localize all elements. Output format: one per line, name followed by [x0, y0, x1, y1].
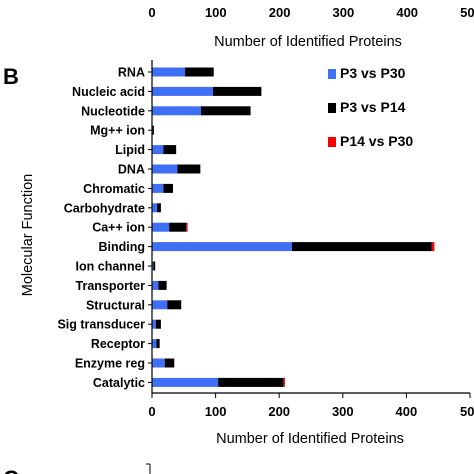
category-label: DNA [118, 163, 145, 177]
legend: P3 vs P30 P3 vs P14 P14 vs P30 [328, 65, 413, 149]
bar-segment [152, 183, 164, 193]
bar-segment [153, 261, 156, 271]
legend-swatch [328, 137, 336, 147]
top-tick-label: 0 [148, 5, 155, 20]
bar-segment [218, 377, 284, 387]
category-label: Enzyme reg [75, 357, 145, 371]
bar-segment [152, 319, 156, 329]
bar-segment [152, 261, 154, 271]
bar-segment [167, 300, 182, 310]
x-tick-label: 0 [148, 404, 155, 419]
bar-segment [152, 106, 201, 116]
category-labels: RNA Nucleic acid Nucleotide Mg++ ion Lipid DN… [57, 66, 152, 390]
panel-letter-b: B [3, 64, 19, 89]
bar-segment [152, 145, 164, 155]
bar-segment [177, 164, 201, 174]
legend-label: P14 vs P30 [340, 133, 413, 149]
bar-segment [291, 242, 432, 252]
bar-segment [152, 358, 165, 368]
bar-segment [152, 280, 159, 290]
legend-label: P3 vs P14 [340, 99, 406, 115]
x-tick-label: 100 [205, 404, 227, 419]
bar-segment [152, 242, 292, 252]
bar-segment [213, 86, 262, 96]
category-label: Mg++ ion [90, 124, 145, 138]
category-label: Receptor [91, 337, 145, 351]
category-label: Lipid [115, 143, 145, 157]
category-label: Transporter [76, 279, 146, 293]
panel-letter-c: C [3, 466, 19, 474]
legend-swatch [328, 69, 336, 79]
bar-segment [200, 106, 251, 116]
top-tick-label: 500 [460, 5, 474, 20]
panel-b: B Molecular Function RNA Nucleic acid Nucl… [3, 60, 474, 447]
category-label: Chromatic [83, 182, 145, 196]
bar-segment [152, 203, 158, 213]
top-panel-x-axis-title: Number of Identified Proteins [214, 34, 402, 50]
x-tick-label: 300 [332, 404, 354, 419]
bar-segment [156, 339, 160, 349]
bar-segment [152, 222, 170, 232]
top-tick-label: 100 [205, 5, 227, 20]
category-label: Catalytic [93, 376, 145, 390]
bar-segment [169, 222, 187, 232]
top-tick-label: 300 [333, 5, 355, 20]
bar-segment [431, 242, 435, 252]
category-label: RNA [118, 66, 145, 80]
top-panel: 0100200300400500600 Number of Identified… [148, 5, 474, 50]
bar-segment [152, 86, 214, 96]
category-label: Carbohydrate [64, 201, 145, 215]
bar-segment [155, 319, 161, 329]
bar-segment [164, 358, 175, 368]
bar-segment [283, 377, 285, 387]
bar-segment [157, 203, 161, 213]
bar-segment [152, 164, 178, 174]
x-axis-title: Number of Identified Proteins [216, 431, 404, 447]
top-panel-tick-labels: 0100200300400500600 [148, 5, 474, 20]
category-label: Ca++ ion [92, 221, 145, 235]
top-tick-label: 200 [269, 5, 291, 20]
legend-label: P3 vs P30 [340, 65, 406, 81]
bar-segment [152, 339, 157, 349]
category-label: Ion channel [76, 260, 145, 274]
bar-segment [158, 280, 167, 290]
category-label: Nucleic acid [72, 85, 145, 99]
x-tick-label: 400 [396, 404, 418, 419]
bar-segment [152, 125, 154, 135]
x-axis-ticks: 0 100 200 300 400 5000 [148, 393, 474, 419]
bar-segment [152, 377, 219, 387]
bar-segment [163, 145, 177, 155]
legend-swatch [328, 103, 336, 113]
bar-segment [186, 222, 188, 232]
bars [152, 67, 435, 387]
bar-segment [163, 183, 173, 193]
category-label: Binding [98, 240, 145, 254]
category-label: Nucleotide [81, 104, 145, 118]
bar-segment [152, 300, 168, 310]
bar-segment [185, 67, 214, 77]
x-tick-label: 5000 [460, 404, 474, 419]
category-label: Sig transducer [57, 318, 145, 332]
y-axis-title: Molecular Function [20, 174, 36, 297]
top-tick-label: 400 [396, 5, 418, 20]
panel-c: C [3, 463, 151, 474]
bar-segment [152, 67, 186, 77]
x-tick-label: 200 [268, 404, 290, 419]
category-label: Structural [86, 298, 145, 312]
